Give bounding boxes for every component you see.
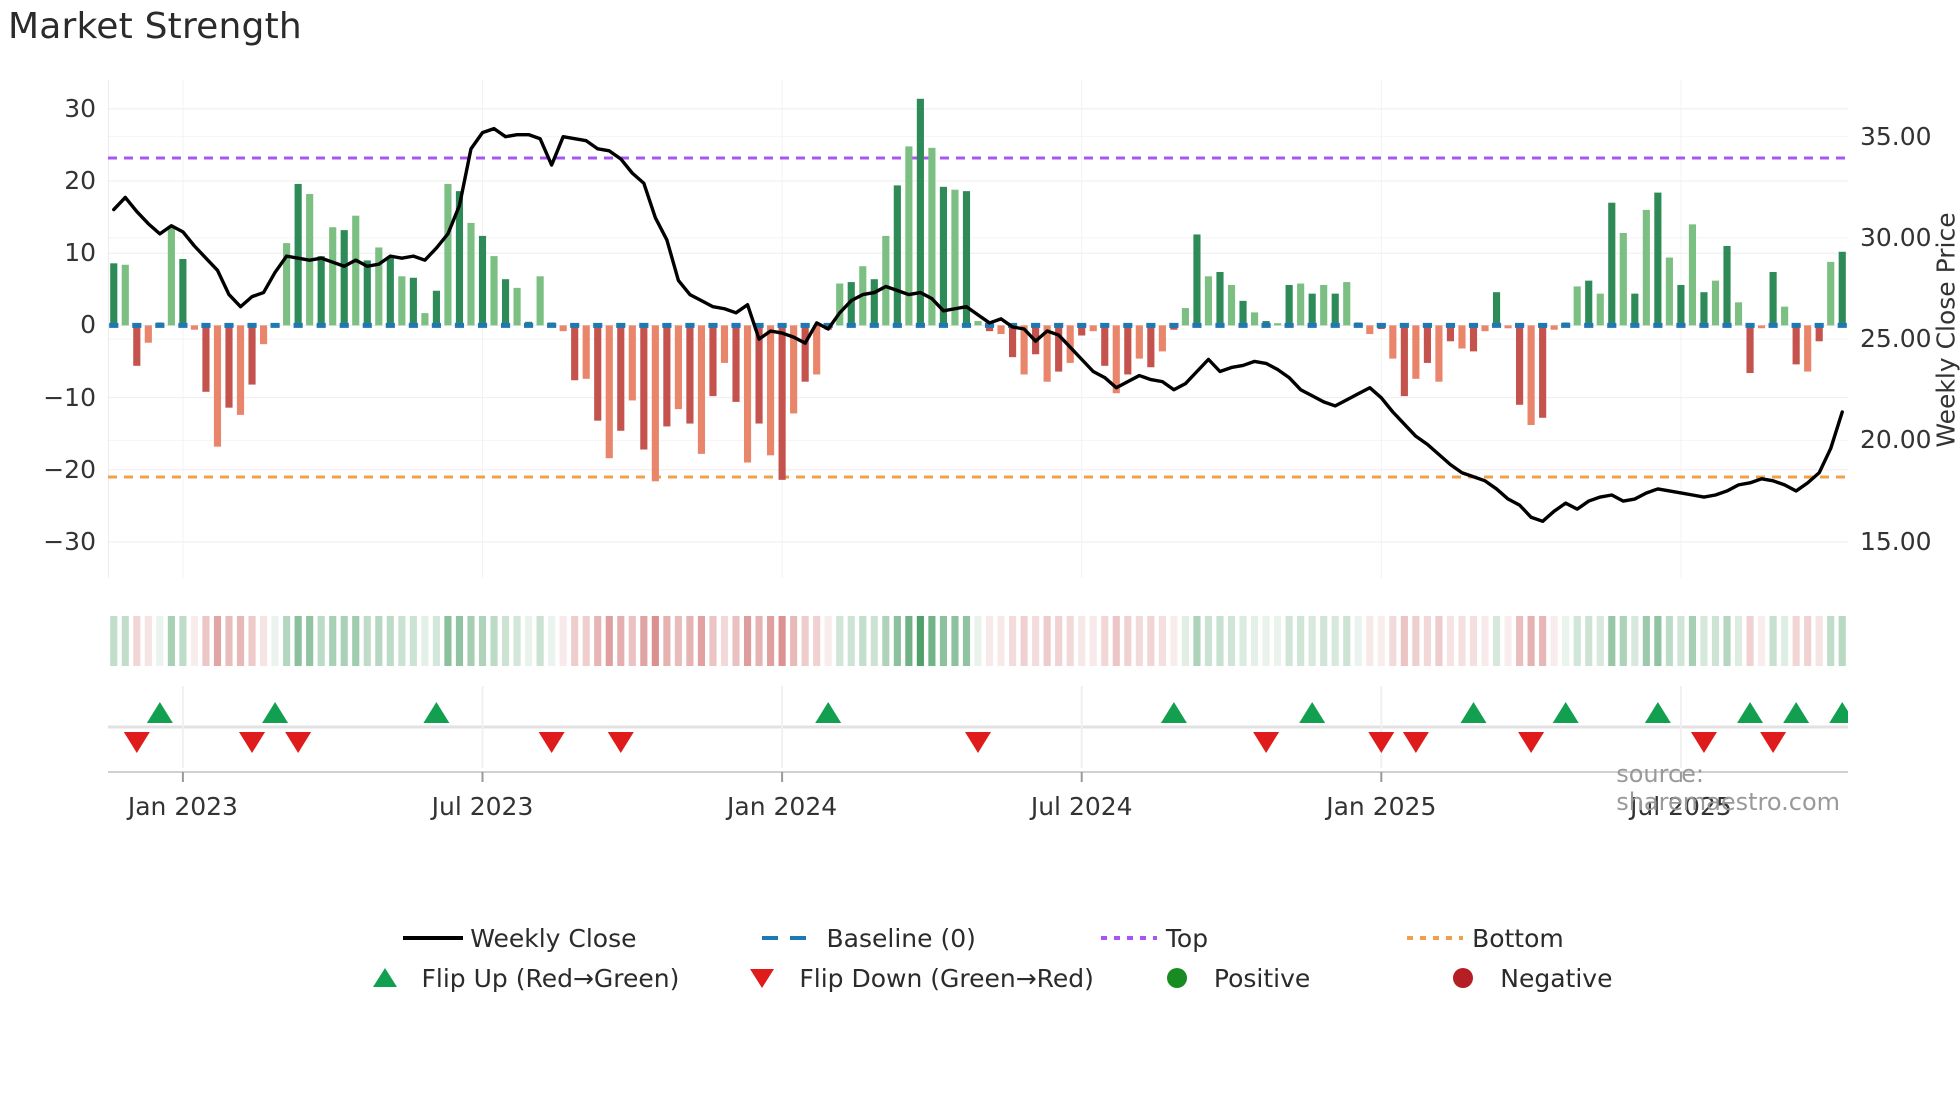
flip-down-marker xyxy=(1518,732,1545,753)
legend-marker xyxy=(1426,963,1500,993)
flip-down-marker xyxy=(1402,732,1429,753)
y-axis-left-tick: 10 xyxy=(64,238,96,268)
y-axis-right-tick: 15.00 xyxy=(1860,526,1932,556)
y-axis-left-tick: −20 xyxy=(43,454,96,484)
legend-item[interactable]: Flip Down (Green→Red) xyxy=(725,963,1094,993)
flip-down-marker xyxy=(1368,732,1395,753)
flip-down-marker xyxy=(607,732,634,753)
flip-up-marker xyxy=(1829,702,1856,723)
x-axis-tick: Jan 2025 xyxy=(1326,792,1437,821)
legend-item[interactable]: Top xyxy=(1092,923,1208,953)
legend-marker xyxy=(1398,923,1472,953)
market-strength-chart xyxy=(108,80,1848,578)
x-axis-tick: Jul 2023 xyxy=(431,792,534,821)
flip-up-marker xyxy=(262,702,289,723)
legend-item[interactable]: Weekly Close xyxy=(396,923,637,953)
legend-item[interactable]: Bottom xyxy=(1398,923,1564,953)
y-axis-left-tick: 30 xyxy=(64,93,96,123)
flip-down-marker xyxy=(965,732,991,753)
dotted-line-icon xyxy=(1407,936,1464,940)
flip-down-marker xyxy=(1760,732,1787,753)
legend-label: Bottom xyxy=(1472,923,1564,953)
y-axis-left-tick: −30 xyxy=(43,526,96,556)
legend-label: Flip Up (Red→Green) xyxy=(421,963,680,993)
flip-markers-row xyxy=(108,686,1856,768)
x-axis-tick: Jul 2025 xyxy=(1630,792,1732,821)
legend-marker xyxy=(1092,923,1166,953)
flip-up-marker xyxy=(815,702,842,723)
legend-marker xyxy=(348,963,422,993)
main-plot-area: 30 20 10 0 −10 −20 −30 35.00 30.00 25.00 20.00 15.0… xyxy=(43,80,1932,578)
flip-up-marker xyxy=(1160,702,1187,723)
flip-up-marker xyxy=(423,702,450,723)
legend-marker xyxy=(396,923,470,953)
circle-icon xyxy=(1166,968,1187,988)
x-axis-tick: Jan 2024 xyxy=(727,792,838,821)
legend-label: Negative xyxy=(1500,963,1613,993)
legend-label: Top xyxy=(1165,923,1209,953)
legend-label: Baseline (0) xyxy=(826,923,976,953)
flip-up-marker xyxy=(1644,702,1671,723)
chart-legend: Weekly Close Baseline (0) Top Bottom Flip U… xyxy=(0,918,1960,998)
flip-up-marker xyxy=(1737,702,1764,723)
legend-item[interactable]: Negative xyxy=(1426,963,1612,993)
flip-down-marker xyxy=(1253,732,1280,753)
y-axis-left-tick: 20 xyxy=(64,166,96,196)
x-axis-row: Jan 2023 Jul 2023 Jan 2024 Jul 2024 Jan 2025… xyxy=(108,770,1848,830)
flip-up-marker xyxy=(1783,702,1810,723)
solid-line-icon xyxy=(403,936,464,940)
legend-label: Flip Down (Green→Red) xyxy=(799,963,1094,993)
y-axis-right-tick: 30.00 xyxy=(1860,222,1932,252)
legend-marker xyxy=(1140,963,1214,993)
x-axis-tick: Jul 2024 xyxy=(1030,792,1133,821)
flip-up-marker xyxy=(1552,702,1579,723)
legend-label: Positive xyxy=(1213,963,1311,993)
x-axis-tick: Jan 2023 xyxy=(127,792,238,821)
flip-down-marker xyxy=(538,732,565,753)
flip-up-marker xyxy=(146,702,173,723)
source-attribution: source: sharemaestro.com xyxy=(1616,760,1840,816)
triangle-down-icon xyxy=(750,969,775,988)
legend-item[interactable]: Positive xyxy=(1140,963,1310,993)
legend-row-2: Flip Up (Red→Green) Flip Down (Green→Red)… xyxy=(0,958,1960,998)
legend-marker xyxy=(725,963,799,993)
flip-up-marker xyxy=(1460,702,1487,723)
legend-label: Weekly Close xyxy=(470,923,637,953)
flip-down-marker xyxy=(239,732,266,753)
legend-row-1: Weekly Close Baseline (0) Top Bottom xyxy=(0,918,1960,958)
y-axis-right-tick: 20.00 xyxy=(1860,425,1932,455)
y-axis-left-tick: −10 xyxy=(43,382,96,412)
strength-heatmap-strip xyxy=(108,610,1848,672)
y-axis-left-tick: 0 xyxy=(80,310,96,340)
legend-marker xyxy=(753,923,827,953)
y-axis-right-tick: 25.00 xyxy=(1860,324,1932,354)
circle-icon xyxy=(1453,968,1474,988)
flip-up-marker xyxy=(1299,702,1326,723)
y-axis-right-tick: 35.00 xyxy=(1860,121,1932,151)
legend-item[interactable]: Flip Up (Red→Green) xyxy=(348,963,680,993)
flip-down-marker xyxy=(123,732,150,753)
legend-item[interactable]: Baseline (0) xyxy=(753,923,976,953)
triangle-up-icon xyxy=(372,968,397,987)
flip-down-marker xyxy=(1690,732,1717,753)
dotted-line-icon xyxy=(1100,936,1157,940)
page-title: Market Strength xyxy=(8,6,302,47)
flip-down-marker xyxy=(285,732,312,753)
dashed-line-icon xyxy=(761,936,818,940)
